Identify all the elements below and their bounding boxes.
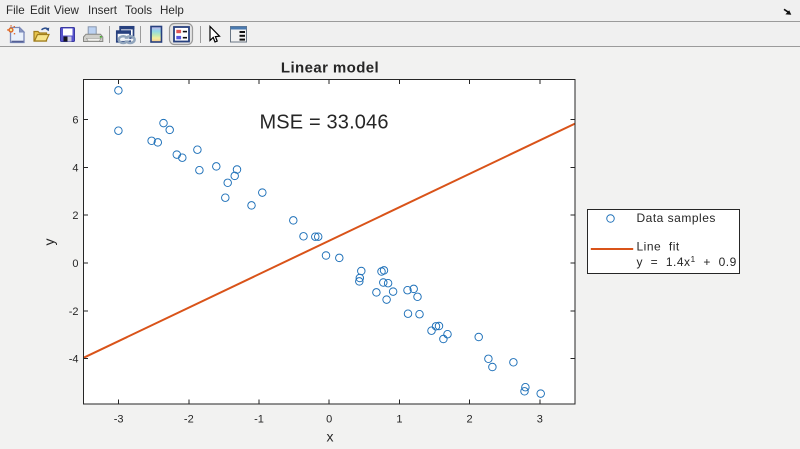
svg-text:2: 2 bbox=[72, 210, 78, 222]
svg-text:1: 1 bbox=[396, 413, 402, 425]
svg-text:x: x bbox=[327, 429, 334, 445]
svg-text:Linear model: Linear model bbox=[281, 60, 379, 77]
svg-text:-1: -1 bbox=[254, 413, 264, 425]
svg-text:0: 0 bbox=[326, 413, 332, 425]
svg-text:Data samples: Data samples bbox=[637, 211, 716, 225]
svg-text:0: 0 bbox=[72, 258, 78, 270]
svg-text:Line fit: Line fit bbox=[637, 240, 680, 254]
svg-text:2: 2 bbox=[467, 413, 473, 425]
svg-text:3: 3 bbox=[537, 413, 543, 425]
svg-text:4: 4 bbox=[72, 162, 78, 174]
svg-text:y: y bbox=[41, 239, 57, 246]
svg-text:6: 6 bbox=[72, 115, 78, 127]
svg-text:-3: -3 bbox=[114, 413, 124, 425]
svg-text:-2: -2 bbox=[69, 306, 79, 318]
svg-text:y = 1.4x1 + 0.9: y = 1.4x1 + 0.9 bbox=[637, 254, 737, 269]
svg-text:-2: -2 bbox=[184, 413, 194, 425]
svg-text:MSE = 33.046: MSE = 33.046 bbox=[260, 112, 389, 134]
svg-text:-4: -4 bbox=[69, 354, 79, 366]
